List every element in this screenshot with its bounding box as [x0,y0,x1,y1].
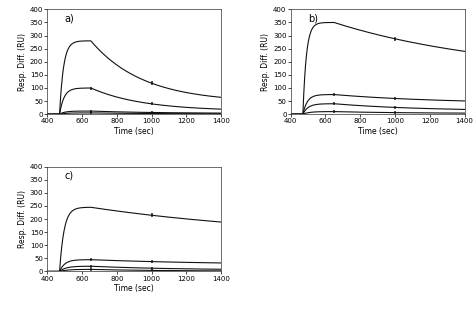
Y-axis label: Resp. Diff. (RU): Resp. Diff. (RU) [18,190,27,248]
X-axis label: Time (sec): Time (sec) [358,127,398,136]
Y-axis label: Resp. Diff. (RU): Resp. Diff. (RU) [18,33,27,91]
X-axis label: Time (sec): Time (sec) [114,284,154,293]
Text: b): b) [308,13,318,23]
Y-axis label: Resp. Diff. (RU): Resp. Diff. (RU) [261,33,270,91]
X-axis label: Time (sec): Time (sec) [114,127,154,136]
Text: a): a) [65,13,74,23]
Text: c): c) [65,171,74,181]
